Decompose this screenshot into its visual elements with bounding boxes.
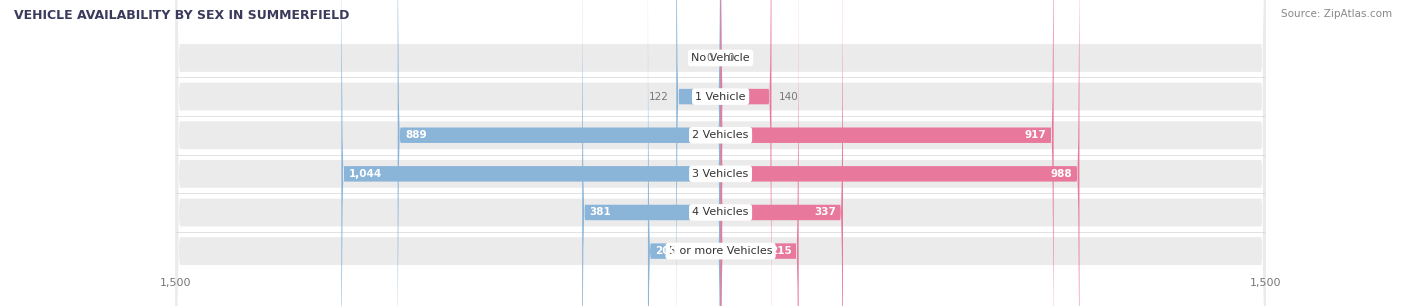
FancyBboxPatch shape xyxy=(721,0,1080,306)
Text: 122: 122 xyxy=(650,91,669,102)
Text: 0: 0 xyxy=(707,53,713,63)
FancyBboxPatch shape xyxy=(648,0,721,306)
FancyBboxPatch shape xyxy=(721,0,844,306)
FancyBboxPatch shape xyxy=(398,0,721,306)
FancyBboxPatch shape xyxy=(176,0,1265,306)
FancyBboxPatch shape xyxy=(721,0,799,306)
Text: No Vehicle: No Vehicle xyxy=(692,53,749,63)
Text: 1 Vehicle: 1 Vehicle xyxy=(696,91,745,102)
Text: 5 or more Vehicles: 5 or more Vehicles xyxy=(669,246,772,256)
FancyBboxPatch shape xyxy=(721,0,772,306)
Text: 3 Vehicles: 3 Vehicles xyxy=(692,169,749,179)
Text: 381: 381 xyxy=(589,207,612,218)
FancyBboxPatch shape xyxy=(721,0,1053,306)
FancyBboxPatch shape xyxy=(342,0,721,306)
Text: Source: ZipAtlas.com: Source: ZipAtlas.com xyxy=(1281,9,1392,19)
Text: 4 Vehicles: 4 Vehicles xyxy=(692,207,749,218)
FancyBboxPatch shape xyxy=(176,0,1265,306)
FancyBboxPatch shape xyxy=(582,0,721,306)
Text: 988: 988 xyxy=(1050,169,1073,179)
Text: 2 Vehicles: 2 Vehicles xyxy=(692,130,749,140)
Text: 0: 0 xyxy=(728,53,734,63)
FancyBboxPatch shape xyxy=(676,0,721,306)
FancyBboxPatch shape xyxy=(176,0,1265,306)
Text: 889: 889 xyxy=(405,130,426,140)
Text: 337: 337 xyxy=(814,207,835,218)
Text: VEHICLE AVAILABILITY BY SEX IN SUMMERFIELD: VEHICLE AVAILABILITY BY SEX IN SUMMERFIE… xyxy=(14,9,350,22)
Text: 1,044: 1,044 xyxy=(349,169,382,179)
Text: 140: 140 xyxy=(779,91,799,102)
FancyBboxPatch shape xyxy=(176,0,1265,306)
FancyBboxPatch shape xyxy=(176,0,1265,306)
Text: 200: 200 xyxy=(655,246,676,256)
Text: 917: 917 xyxy=(1025,130,1046,140)
Text: 215: 215 xyxy=(769,246,792,256)
FancyBboxPatch shape xyxy=(176,0,1265,306)
